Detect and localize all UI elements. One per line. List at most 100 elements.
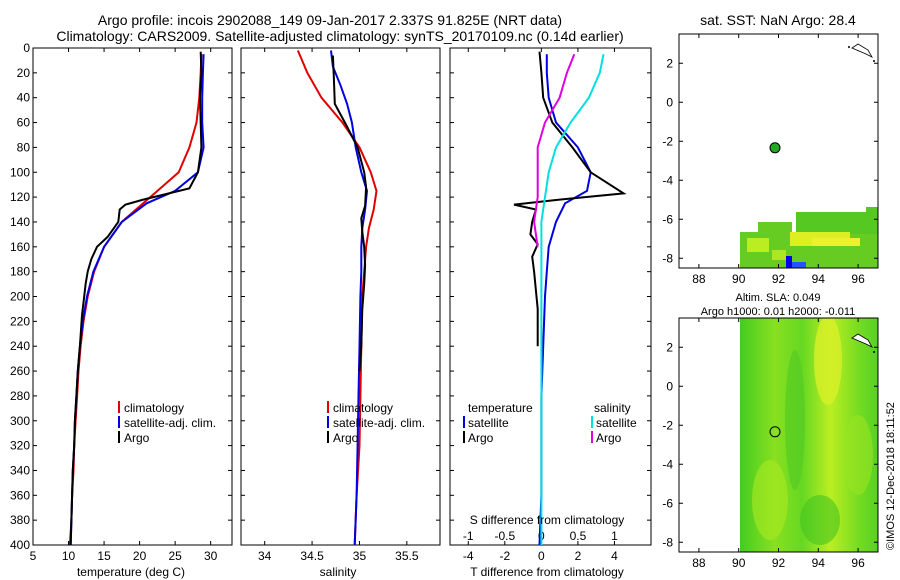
map-x-tick-label: 92: [772, 556, 786, 570]
map-x-tick-label: 88: [692, 272, 706, 286]
argo-position-marker: [769, 426, 781, 438]
temperature-xlabel: temperature (deg C): [77, 565, 185, 579]
y-tick-label: 220: [10, 314, 30, 328]
x-tick-label: 2: [575, 549, 582, 563]
s-tick-label: -1: [463, 529, 474, 543]
sst-field-block: [866, 207, 878, 215]
series-line-climatology: [69, 54, 203, 545]
x-tick-label: 10: [62, 549, 76, 563]
salinity-axes-frame: [240, 47, 441, 546]
y-tick-label: 400: [10, 538, 30, 552]
temperature-series: [69, 51, 205, 545]
sla-high-patch: [843, 415, 873, 495]
map-y-tick-label: -8: [662, 251, 673, 265]
y-tick-label: 140: [10, 215, 30, 229]
sst-map-title: sat. SST: NaN Argo: 28.4: [700, 12, 856, 28]
salinity-xlabel: salinity: [320, 565, 357, 579]
s-difference-xlabel: S difference from climatology: [470, 513, 625, 527]
difference-series: [513, 51, 627, 545]
t-difference-x-axis: -4 -2 0 2 4: [463, 48, 618, 563]
sla-map-panel: Altim. SLA: 0.049 Argo h1000: 0.01 h2000…: [662, 292, 879, 570]
map-y-tick-label: 0: [666, 95, 673, 109]
legend-climatology: climatology: [124, 401, 184, 415]
map-x-tick-label: 90: [732, 556, 746, 570]
x-tick-label: 0: [538, 549, 545, 563]
x-tick-label: -2: [499, 549, 510, 563]
y-tick-label: 100: [10, 165, 30, 179]
salinity-panel: 34 34.5 35 35.5 salinity climatology satell…: [240, 47, 441, 579]
salinity-x-axis: 34 34.5 35 35.5: [258, 48, 419, 563]
difference-legend: temperature satellite Argo salinity sate…: [463, 401, 637, 445]
map-y-tick-label: 2: [666, 340, 673, 354]
series-line-satellite-adj-clim-: [69, 54, 205, 545]
y-tick-label: 120: [10, 190, 30, 204]
map-y-tick-label: 0: [666, 379, 673, 393]
legend-argo: Argo: [124, 431, 150, 445]
series-line-s-satellite: [540, 54, 605, 545]
legend-t-satellite: satellite: [468, 416, 509, 430]
y-tick-label: 320: [10, 439, 30, 453]
sla-high-patch: [814, 318, 842, 405]
map-x-tick-label: 92: [772, 272, 786, 286]
sla-field: [740, 318, 878, 552]
x-tick-label: 35: [353, 549, 367, 563]
t-difference-xlabel: T difference from climatology: [470, 565, 624, 579]
s-tick-label: 0.5: [570, 529, 587, 543]
y-tick-label: 380: [10, 513, 30, 527]
legend-s-argo: Argo: [596, 431, 622, 445]
figure-title-line1: Argo profile: incois 2902088_149 09-Jan-…: [98, 12, 562, 28]
x-tick-label: 34: [258, 549, 272, 563]
sla-map-subtitle: Argo h1000: 0.01 h2000: -0.011: [701, 306, 856, 318]
island-outline: [873, 60, 875, 62]
map-x-tick-label: 90: [732, 272, 746, 286]
legend-satellite: satellite-adj. clim.: [124, 416, 216, 430]
sst-field-block: [796, 212, 878, 234]
island-outline: [851, 43, 874, 58]
sst-cold-patch: [792, 262, 806, 268]
difference-axes-frame: [449, 47, 652, 546]
map-x-tick-label: 96: [851, 272, 865, 286]
x-tick-label: 5: [30, 549, 37, 563]
map-y-tick-label: -4: [662, 173, 673, 187]
series-line-argo: [69, 51, 203, 545]
y-tick-label: 300: [10, 414, 30, 428]
island-outline: [848, 46, 850, 48]
map-y-tick-label: 2: [666, 56, 673, 70]
legend-s-satellite: satellite: [596, 416, 637, 430]
map-x-tick-label: 94: [812, 272, 826, 286]
y-tick-label: 180: [10, 265, 30, 279]
sla-low-patch: [800, 495, 840, 545]
sst-warm-patch: [812, 238, 860, 246]
sst-map-panel: sat. SST: NaN Argo: 28.4 88 90 92 94 96 2 0 -2 -…: [662, 12, 879, 286]
sla-map-axes: 88 90 92 94 96 2 0 -2 -4 -6 -8: [662, 318, 878, 570]
series-line-satellite-adj-clim-: [330, 50, 369, 545]
x-tick-label: 4: [611, 549, 618, 563]
legend-climatology: climatology: [333, 401, 393, 415]
sla-low-patch: [785, 350, 805, 490]
y-tick-label: 200: [10, 290, 30, 304]
temperature-panel: 0 20 40 60 80 100 120 140 160 180 200 220 240 260 280 3…: [10, 41, 233, 579]
difference-panel: -4 -2 0 2 4 -1 -0.5 0 0.5 1 S difference from cl…: [449, 47, 652, 579]
salinity-depth-ticks: [241, 47, 440, 546]
sst-field-block: [758, 222, 792, 234]
legend-t-argo: Argo: [468, 431, 494, 445]
map-x-tick-label: 94: [812, 556, 826, 570]
x-tick-label: 15: [97, 549, 111, 563]
series-line-t-argo: [513, 51, 627, 347]
credit-timestamp: ©IMOS 12-Dec-2018 18:11:52: [885, 402, 897, 550]
s-tick-label: 1: [611, 529, 618, 543]
y-tick-label: 60: [17, 116, 31, 130]
y-tick-label: 160: [10, 240, 30, 254]
map-y-tick-label: -8: [662, 535, 673, 549]
map-x-tick-label: 96: [851, 556, 865, 570]
y-tick-label: 340: [10, 463, 30, 477]
salinity-series: [296, 50, 378, 545]
sst-cold-patch: [786, 256, 792, 268]
y-tick-label: 260: [10, 364, 30, 378]
island-outline: [851, 333, 874, 348]
sst-warm-patch: [747, 238, 769, 252]
map-y-tick-label: -2: [662, 418, 673, 432]
sla-map-title: Altim. SLA: 0.049: [736, 292, 821, 304]
x-tick-label: 20: [133, 549, 147, 563]
